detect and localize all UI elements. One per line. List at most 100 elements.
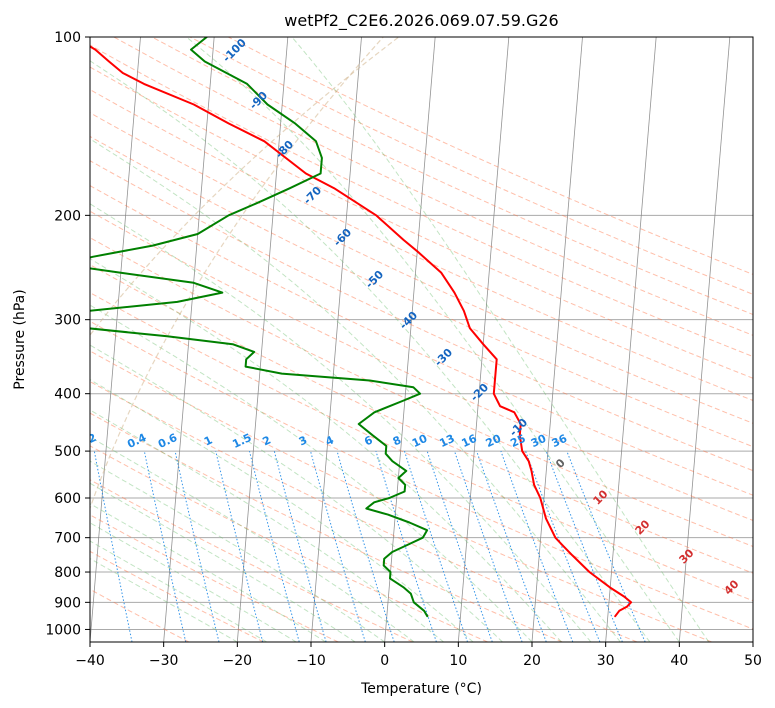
moist-adiabat-line — [90, 482, 356, 642]
mixing-ratio-label: 13 — [437, 432, 456, 450]
x-tick-label: 50 — [744, 653, 762, 669]
isotherm-line — [605, 37, 657, 642]
tan-curve-line — [90, 37, 400, 337]
x-tick-label: 20 — [523, 653, 541, 669]
x-tick-label: −20 — [223, 653, 253, 669]
mixing-ratio-line — [273, 450, 327, 642]
tan-curves — [90, 37, 400, 510]
dry-adiabat-label: -40 — [397, 309, 420, 332]
isotherm-line — [90, 37, 141, 642]
y-tick-label: 300 — [54, 313, 81, 329]
dry-adiabat-label: -30 — [432, 346, 455, 369]
isotherm-line — [310, 37, 362, 642]
dry-adiabat-line — [90, 112, 753, 424]
y-tick-label: 400 — [54, 387, 81, 403]
moist-adiabat-line — [90, 60, 651, 642]
mixing-ratio-label: 0.1 — [28, 431, 51, 451]
y-tick-label: 900 — [54, 595, 81, 611]
mixing-ratio-line — [566, 450, 646, 642]
x-tick-label: −10 — [296, 653, 326, 669]
mixing-ratio-line — [426, 450, 493, 642]
x-axis-title: Temperature (°C) — [360, 681, 482, 697]
y-tick-label: 1000 — [45, 622, 81, 638]
mixing-ratio-line — [143, 450, 187, 642]
dry-adiabat-line — [90, 160, 753, 472]
temperature-profile-line — [90, 45, 633, 618]
dry-adiabat-line — [90, 588, 190, 642]
dry-adiabat-line — [90, 350, 712, 642]
x-tick-label: −30 — [149, 653, 179, 669]
mixing-ratio-line — [500, 450, 574, 642]
mixing-ratio-line — [93, 451, 133, 642]
x-tick-label: 30 — [597, 653, 615, 669]
dry-adiabat-label: -80 — [273, 138, 296, 161]
dry-adiabat-line — [90, 514, 339, 642]
plot-area: -100-90-80-70-60-50-40-30-20-10010203040… — [28, 36, 753, 642]
x-tick-label: −40 — [75, 653, 105, 669]
dry-adiabat-line — [90, 445, 488, 642]
y-tick-label: 800 — [54, 565, 81, 581]
isotherm-line — [236, 37, 289, 642]
moist-adiabat-line — [90, 540, 268, 642]
mixing-ratio-label: 1 — [202, 433, 214, 448]
mixing-ratio-line — [525, 450, 601, 642]
moist-adiabat-line — [90, 379, 474, 642]
mixing-ratio-label: 0.4 — [125, 431, 148, 451]
dry-adiabat-line — [90, 479, 414, 642]
moist-adiabat-line — [186, 37, 680, 642]
chart-title: wetPf2_C2E6.2026.069.07.59.G26 — [284, 11, 558, 31]
dewpoint-profile-line — [90, 37, 429, 618]
dry-adiabat-line — [90, 550, 264, 642]
mixing-ratio-label: 1.5 — [230, 431, 253, 451]
dry-adiabat-label: -100 — [220, 36, 249, 65]
isotherm-line — [384, 37, 436, 642]
mixing-ratio-label: 20 — [484, 432, 504, 450]
moist-adiabat-label: 0 — [553, 456, 568, 471]
dry-adiabat-line — [90, 380, 638, 642]
x-tick-label: 10 — [449, 653, 467, 669]
moist-adiabat-line — [291, 37, 710, 642]
y-tick-label: 700 — [54, 531, 81, 547]
dry-adiabat-label: -70 — [301, 184, 324, 207]
mixing-ratio-label: 0.2 — [75, 431, 98, 451]
moist-adiabat-line — [90, 304, 533, 642]
mixing-ratio-line — [454, 450, 523, 642]
mixing-ratio-label: 0.6 — [156, 431, 179, 451]
y-tick-label: 500 — [54, 444, 81, 460]
dry-adiabat-label: -60 — [331, 226, 354, 249]
mixing-ratio-line — [336, 450, 395, 642]
moist-adiabat-label: 20 — [633, 517, 653, 537]
mixing-ratio-label: 36 — [550, 432, 570, 450]
dry-adiabat-line — [90, 412, 563, 642]
mixing-ratio-line — [545, 450, 623, 642]
moist-adiabat-line — [90, 436, 415, 642]
mixing-ratio-line — [404, 450, 468, 642]
sounding-series — [90, 37, 633, 618]
y-axis-title: Pressure (hPa) — [12, 289, 28, 389]
mixing-ratio-label: 25 — [508, 432, 527, 450]
mixing-ratio-line — [249, 450, 300, 642]
moist-adiabat-line — [90, 138, 621, 642]
isotherm-line — [531, 37, 583, 642]
y-axis: 100 200 300 400 500 600 700 800 900 1000 — [45, 30, 90, 638]
y-tick-label: 100 — [54, 30, 81, 46]
dry-adiabat-line — [90, 320, 753, 630]
moist-adiabat-line — [90, 460, 385, 642]
dry-adiabat-line — [151, 37, 753, 316]
dry-adiabat-line — [90, 185, 753, 496]
dry-adiabat-line — [90, 237, 753, 548]
moist-adiabat-line — [90, 522, 297, 642]
isotherm-line — [457, 37, 510, 642]
moist-adiabat-label: 10 — [591, 487, 611, 507]
tan-curve-line — [90, 37, 384, 510]
isotherm-lines — [90, 37, 753, 642]
y-tick-label: 600 — [54, 491, 81, 507]
moist-adiabat-line — [90, 203, 592, 642]
dry-adiabat-line — [90, 292, 753, 602]
plot-frame — [89, 36, 754, 643]
moist-adiabat-line — [90, 344, 503, 642]
moist-adiabat-label: 40 — [722, 577, 742, 597]
dry-adiabat-line — [90, 66, 753, 379]
mixing-ratio-line — [215, 450, 264, 642]
dry-adiabat-line — [90, 44, 753, 358]
